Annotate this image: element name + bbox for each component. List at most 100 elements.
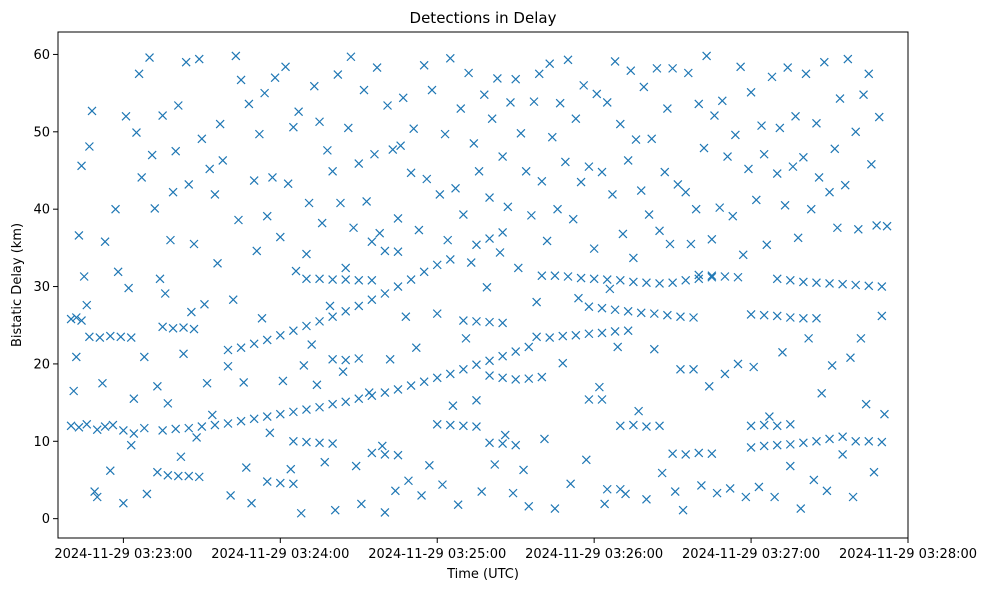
data-point bbox=[555, 98, 565, 108]
data-point bbox=[87, 106, 97, 116]
data-point bbox=[419, 267, 429, 277]
data-point bbox=[741, 492, 751, 502]
data-point bbox=[621, 489, 630, 499]
data-point bbox=[550, 504, 560, 514]
data-point bbox=[474, 166, 484, 176]
data-point bbox=[458, 364, 468, 374]
data-point bbox=[294, 107, 304, 117]
data-point bbox=[367, 275, 377, 285]
data-point bbox=[720, 369, 730, 379]
data-point bbox=[82, 419, 92, 429]
data-point bbox=[681, 275, 691, 285]
data-point bbox=[328, 399, 338, 409]
data-point bbox=[328, 275, 338, 285]
data-point bbox=[869, 467, 879, 477]
data-point bbox=[118, 498, 128, 508]
data-point bbox=[825, 434, 834, 444]
data-point bbox=[526, 210, 536, 220]
data-point bbox=[558, 331, 568, 341]
data-point bbox=[315, 402, 324, 412]
data-point bbox=[498, 318, 508, 328]
data-point bbox=[610, 326, 620, 336]
data-point bbox=[571, 330, 581, 340]
data-point bbox=[121, 111, 131, 121]
data-point bbox=[320, 457, 330, 467]
data-point bbox=[160, 289, 170, 298]
data-point bbox=[772, 421, 782, 431]
data-point bbox=[485, 317, 494, 327]
data-point bbox=[98, 378, 107, 388]
data-point bbox=[584, 302, 594, 312]
data-point bbox=[359, 85, 369, 95]
data-point bbox=[668, 449, 678, 459]
data-point bbox=[367, 237, 377, 247]
data-point bbox=[388, 145, 398, 155]
data-point bbox=[670, 487, 680, 497]
data-point bbox=[699, 143, 709, 153]
data-point bbox=[513, 263, 523, 273]
data-point bbox=[707, 272, 717, 282]
data-point bbox=[393, 450, 403, 460]
data-point bbox=[775, 123, 785, 133]
data-point bbox=[649, 309, 659, 319]
data-point bbox=[835, 94, 845, 103]
data-point bbox=[843, 54, 853, 64]
data-point bbox=[302, 437, 311, 447]
data-point bbox=[757, 121, 766, 131]
data-point bbox=[228, 295, 238, 305]
data-point bbox=[356, 499, 366, 509]
data-point bbox=[822, 486, 832, 496]
data-point bbox=[456, 104, 466, 114]
y-axis-label: Bistatic Delay (km) bbox=[10, 223, 25, 347]
data-point bbox=[529, 97, 539, 107]
data-point bbox=[746, 421, 756, 431]
data-point bbox=[874, 112, 884, 122]
data-point bbox=[317, 218, 327, 228]
data-point bbox=[602, 97, 612, 107]
data-point bbox=[82, 300, 92, 310]
data-point bbox=[864, 281, 874, 291]
data-point bbox=[176, 452, 186, 462]
data-point bbox=[278, 376, 288, 386]
data-point bbox=[443, 235, 453, 245]
x-tick-label: 2024-11-29 03:28:00 bbox=[839, 547, 977, 562]
data-point bbox=[801, 69, 811, 79]
data-point bbox=[341, 306, 351, 316]
data-point bbox=[354, 275, 364, 285]
data-point bbox=[608, 190, 617, 199]
data-point bbox=[500, 430, 510, 440]
data-point bbox=[649, 344, 659, 354]
data-point bbox=[189, 239, 199, 249]
data-point bbox=[466, 258, 476, 267]
data-point bbox=[738, 250, 748, 260]
data-point bbox=[487, 114, 497, 124]
data-point bbox=[485, 438, 494, 448]
data-point bbox=[662, 104, 672, 114]
data-point bbox=[100, 422, 110, 432]
data-point bbox=[532, 332, 542, 342]
data-point bbox=[364, 388, 374, 397]
data-point bbox=[458, 210, 468, 220]
data-point bbox=[472, 240, 481, 250]
data-point bbox=[215, 119, 225, 129]
y-tick-label: 50 bbox=[33, 125, 50, 140]
data-point bbox=[524, 501, 534, 511]
data-point bbox=[511, 347, 521, 356]
data-point bbox=[184, 423, 194, 433]
data-point bbox=[689, 364, 698, 374]
data-point bbox=[372, 63, 382, 73]
data-point bbox=[343, 123, 353, 133]
data-point bbox=[315, 117, 324, 127]
data-point bbox=[472, 422, 481, 432]
data-point bbox=[341, 275, 351, 285]
data-point bbox=[341, 397, 351, 407]
data-point bbox=[134, 69, 144, 79]
data-point bbox=[558, 358, 568, 368]
data-point bbox=[754, 482, 764, 492]
data-point bbox=[602, 484, 612, 494]
data-point bbox=[846, 353, 855, 363]
data-point bbox=[615, 421, 625, 431]
data-point bbox=[793, 233, 803, 243]
data-point bbox=[589, 274, 599, 284]
data-point bbox=[223, 419, 233, 428]
